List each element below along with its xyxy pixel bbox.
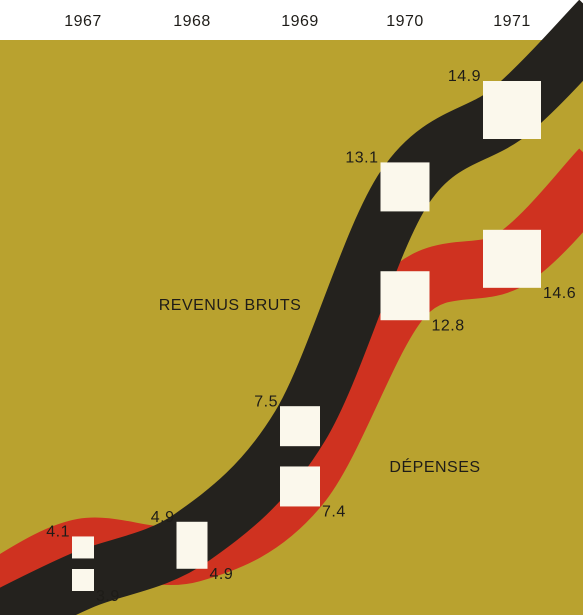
value-square: [483, 229, 541, 288]
value-label: 4.9: [151, 509, 175, 526]
value-label: 14.6: [543, 285, 576, 302]
value-square: [380, 162, 430, 212]
value-label: 13.1: [345, 150, 378, 167]
value-label: 7.4: [322, 504, 346, 521]
value-label: 12.8: [432, 317, 465, 334]
value-label: 4.9: [210, 566, 234, 583]
series-label: REVENUS BRUTS: [159, 297, 302, 314]
header-strip: [0, 0, 583, 40]
value-label: 14.9: [448, 68, 481, 85]
value-square: [280, 466, 320, 507]
value-square: [72, 569, 94, 591]
x-tick-label: 1970: [386, 13, 424, 30]
value-square: [380, 271, 430, 321]
series-label: DÉPENSES: [389, 457, 480, 476]
value-label: 4.1: [46, 524, 70, 541]
x-tick-label: 1968: [173, 13, 211, 30]
value-square: [483, 81, 541, 139]
value-label: 7.5: [254, 393, 278, 410]
x-tick-label: 1967: [64, 13, 102, 30]
value-label: 3.9: [96, 588, 120, 605]
marks: 3.9 4.9 7.5 13.1 14.9 4.1 4.9 7.4 12.8 14.6 REVENU…: [46, 68, 576, 605]
x-tick-label: 1971: [493, 13, 531, 30]
value-square: [72, 536, 94, 559]
x-tick-label: 1969: [281, 13, 319, 30]
value-square: [176, 537, 208, 569]
value-square: [280, 406, 320, 447]
